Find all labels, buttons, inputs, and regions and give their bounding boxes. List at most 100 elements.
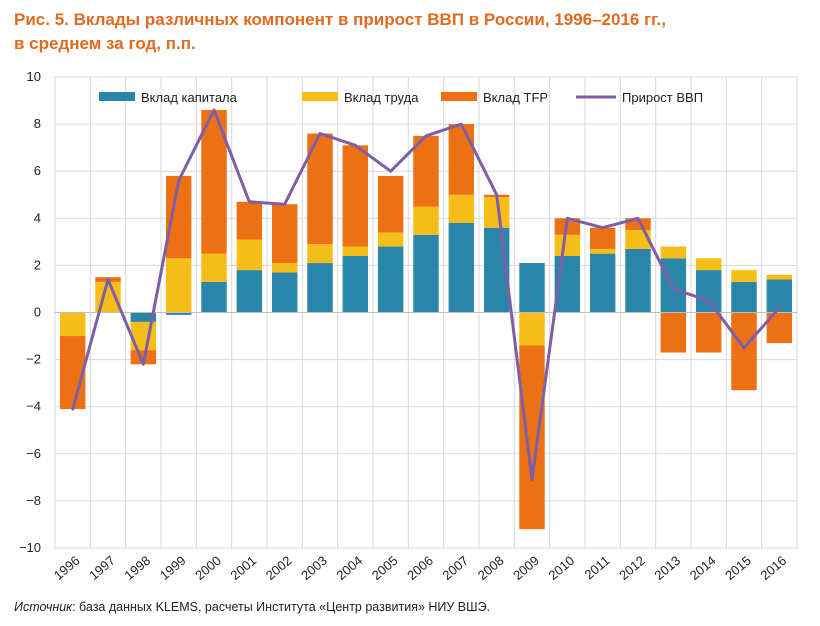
x-tick-label: 2010 bbox=[545, 553, 577, 583]
chart-title: Рис. 5. Вклады различных компонент в при… bbox=[14, 8, 804, 56]
bar-capital bbox=[660, 258, 687, 313]
x-tick-label: 2016 bbox=[757, 553, 789, 583]
bar-labor bbox=[271, 263, 298, 273]
bar-labor bbox=[377, 232, 404, 247]
bar-tfp bbox=[695, 312, 722, 353]
bar-tfp bbox=[625, 218, 651, 231]
source-label: Источник bbox=[14, 600, 73, 614]
x-tick-label: 1998 bbox=[121, 553, 153, 583]
bar-labor bbox=[236, 239, 263, 271]
bar-capital bbox=[625, 248, 651, 313]
x-tick-label: 2014 bbox=[687, 553, 719, 583]
y-tick-labels: −10 −8 −6 −4 −2 0 2 4 6 8 10 bbox=[19, 69, 41, 555]
bar-labor bbox=[589, 248, 616, 254]
legend-swatch bbox=[302, 92, 338, 101]
x-tick-label: 1997 bbox=[86, 553, 118, 583]
bar-labor bbox=[448, 194, 475, 224]
bar-tfp bbox=[342, 145, 369, 247]
legend-label: Вклад труда bbox=[344, 90, 419, 105]
bar-capital bbox=[201, 281, 227, 313]
bar-capital bbox=[342, 255, 369, 313]
bar-labor bbox=[59, 312, 86, 337]
x-tick-label: 1996 bbox=[51, 553, 83, 583]
bar-labor bbox=[695, 258, 722, 271]
x-tick-label: 2008 bbox=[475, 553, 507, 583]
legend-swatch bbox=[99, 92, 135, 101]
x-tick-label: 2002 bbox=[263, 553, 295, 583]
x-tick-label: 2004 bbox=[333, 553, 365, 583]
x-tick-label: 2012 bbox=[616, 553, 648, 583]
x-tick-label: 2000 bbox=[192, 553, 224, 583]
bar-capital bbox=[307, 263, 333, 313]
x-tick-label: 2013 bbox=[651, 553, 683, 583]
x-tick-label: 2005 bbox=[369, 553, 401, 583]
x-tick-label: 2007 bbox=[439, 553, 471, 583]
bar-labor bbox=[413, 206, 439, 235]
source-note: Источник: база данных KLEMS, расчеты Инс… bbox=[14, 600, 490, 614]
bar-tfp bbox=[377, 175, 404, 233]
bar-capital bbox=[519, 263, 545, 313]
bar-tfp bbox=[589, 227, 616, 249]
bar-labor bbox=[519, 312, 545, 346]
bar-tfp bbox=[271, 204, 298, 264]
bar-capital bbox=[731, 281, 757, 313]
x-tick-labels: 1996 1997 1998 1999 2000 2001 2002 2003 2004 2005… bbox=[51, 553, 789, 583]
legend-item-labor: Вклад труда bbox=[302, 90, 419, 105]
bar-capital bbox=[271, 272, 298, 313]
bar-labor bbox=[554, 234, 581, 256]
bar-tfp bbox=[413, 135, 439, 207]
bar-capital bbox=[377, 246, 404, 313]
legend-item-capital: Вклад капитала bbox=[99, 90, 238, 105]
x-tick-label: 2015 bbox=[722, 553, 754, 583]
legend-label: Вклад капитала bbox=[141, 90, 238, 105]
bar-labor bbox=[201, 253, 227, 282]
y-tick-label: 8 bbox=[34, 116, 41, 131]
bar-capital bbox=[413, 234, 439, 313]
legend: Вклад капитала Вклад труда Вклад TFP Прирос… bbox=[99, 90, 703, 105]
y-tick-label: −8 bbox=[26, 493, 41, 508]
legend-label: Прирост ВВП bbox=[622, 90, 703, 105]
y-tick-label: 6 bbox=[34, 163, 41, 178]
bar-labor bbox=[660, 246, 687, 259]
y-tick-label: −10 bbox=[19, 540, 41, 555]
bar-capital bbox=[448, 223, 475, 313]
x-tick-label: 2003 bbox=[298, 553, 330, 583]
legend-item-gdp: Прирост ВВП bbox=[576, 90, 703, 105]
y-tick-label: 10 bbox=[27, 69, 41, 84]
line-gdp bbox=[71, 108, 781, 482]
bar-tfp bbox=[519, 345, 545, 530]
bar-labor bbox=[625, 230, 651, 249]
bar-tfp bbox=[448, 124, 475, 195]
y-tick-label: 2 bbox=[34, 257, 41, 272]
y-tick-label: −6 bbox=[26, 446, 41, 461]
bar-labor bbox=[165, 258, 192, 313]
bar-labor bbox=[731, 270, 757, 282]
bars bbox=[59, 109, 793, 530]
gdp-line bbox=[71, 108, 781, 482]
bar-labor bbox=[342, 246, 369, 256]
bar-labor bbox=[307, 244, 333, 264]
y-tick-label: 0 bbox=[34, 305, 41, 320]
legend-swatch bbox=[441, 92, 477, 101]
y-tick-label: −2 bbox=[26, 352, 41, 367]
source-text: : база данных KLEMS, расчеты Института «… bbox=[72, 600, 491, 614]
bar-tfp bbox=[731, 312, 757, 391]
x-tick-label: 2011 bbox=[582, 553, 613, 582]
bar-capital bbox=[236, 270, 263, 313]
legend-item-tfp: Вклад TFP bbox=[441, 90, 548, 105]
bar-tfp bbox=[236, 201, 263, 240]
bar-tfp bbox=[660, 312, 687, 353]
bar-labor bbox=[766, 274, 793, 280]
legend-label: Вклад TFP bbox=[483, 90, 548, 105]
bar-capital bbox=[589, 253, 616, 313]
x-tick-label: 2006 bbox=[404, 553, 436, 583]
title-line-2: в среднем за год, п.п. bbox=[14, 34, 196, 53]
x-tick-label: 1999 bbox=[157, 553, 189, 583]
x-tick-label: 2009 bbox=[510, 553, 542, 583]
x-tick-label: 2001 bbox=[227, 553, 259, 583]
bar-capital bbox=[695, 270, 722, 313]
bar-capital bbox=[130, 312, 157, 322]
bar-capital bbox=[165, 312, 192, 315]
title-line-1: Рис. 5. Вклады различных компонент в при… bbox=[14, 10, 666, 29]
